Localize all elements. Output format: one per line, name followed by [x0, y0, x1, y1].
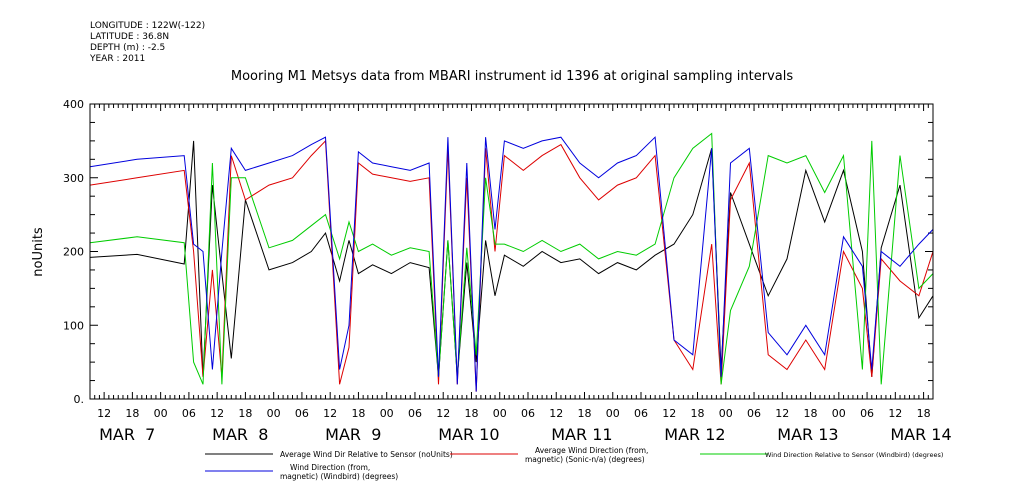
x-hour-label: 06	[408, 407, 422, 420]
x-hour-label: 00	[493, 407, 507, 420]
x-hour-label: 12	[662, 407, 676, 420]
series-line-1	[89, 139, 934, 392]
x-hour-label: 12	[775, 407, 789, 420]
x-hour-label: 06	[182, 407, 196, 420]
x-hour-label: 00	[832, 407, 846, 420]
x-hour-label: 00	[380, 407, 394, 420]
x-hour-label: 00	[606, 407, 620, 420]
y-tick-label: 300	[63, 172, 84, 185]
legend-label-1-line2: magnetic) (Sonic-n/a) (degrees)	[525, 455, 645, 464]
legend-label-3-line1: Wind Direction (from,	[290, 463, 370, 472]
x-hour-label: 06	[860, 407, 874, 420]
y-tick-labels: 0. 100 200 300 400	[63, 98, 84, 406]
x-hour-label: 18	[238, 407, 252, 420]
y-tick-label: 400	[63, 98, 84, 111]
series-lines	[89, 132, 934, 392]
series-line-2	[89, 132, 934, 385]
x-hour-label: 12	[436, 407, 450, 420]
x-day-label: MAR 13	[777, 425, 838, 444]
axis-ticks	[89, 103, 934, 400]
x-day-label: MAR 8	[212, 425, 268, 444]
x-hour-label: 00	[719, 407, 733, 420]
x-day-label: MAR 14	[890, 425, 951, 444]
x-hour-label: 06	[634, 407, 648, 420]
x-hour-label: 18	[351, 407, 365, 420]
x-hour-label: 12	[549, 407, 563, 420]
y-axis-label: noUnits	[31, 227, 46, 277]
x-day-label: MAR 10	[438, 425, 499, 444]
x-hour-label: 12	[323, 407, 337, 420]
x-hour-label: 18	[125, 407, 139, 420]
legend-label-2: Wind Direction Relative to Sensor (Windb…	[765, 451, 943, 459]
legend-label-3-line2: magnetic) (Windbird) (degrees)	[280, 472, 398, 481]
x-day-label: MAR 9	[325, 425, 381, 444]
x-hour-label: 00	[154, 407, 168, 420]
year-text: YEAR : 2011	[90, 54, 146, 64]
chart-title: Mooring M1 Metsys data from MBARI instru…	[231, 69, 793, 84]
x-hour-label: 18	[464, 407, 478, 420]
depth-text: DEPTH (m) : -2.5	[90, 43, 166, 53]
series-line-0	[89, 140, 934, 377]
x-hour-label: 12	[888, 407, 902, 420]
x-day-label: MAR 7	[99, 425, 155, 444]
y-tick-label: 200	[63, 246, 84, 259]
legend-label-0: Average Wind Dir Relative to Sensor (noU…	[280, 450, 453, 459]
x-tick-labels: 12 18 00 06 12 18 00 06 12 18 00 06 12 18 00 06 12 18 00 06…	[97, 407, 952, 444]
x-hour-label: 12	[97, 407, 111, 420]
x-hour-label: 00	[267, 407, 281, 420]
x-hour-label: 18	[691, 407, 705, 420]
legend-label-1-line1: Average Wind Direction (from,	[535, 446, 648, 455]
x-hour-label: 06	[747, 407, 761, 420]
x-hour-label: 06	[521, 407, 535, 420]
x-hour-label: 18	[917, 407, 931, 420]
longitude-text: LONGITUDE : 122W(-122)	[90, 21, 206, 31]
series-line-3	[89, 136, 934, 392]
metadata-block: LONGITUDE : 122W(-122) LATITUDE : 36.8N …	[90, 21, 205, 65]
x-hour-label: 12	[210, 407, 224, 420]
x-hour-label: 06	[295, 407, 309, 420]
plot-frame	[89, 103, 934, 400]
x-hour-label: 18	[577, 407, 591, 420]
x-day-label: MAR 11	[551, 425, 612, 444]
y-tick-label: 100	[63, 319, 84, 332]
x-hour-label: 18	[804, 407, 818, 420]
y-tick-label: 0.	[74, 393, 85, 406]
latitude-text: LATITUDE : 36.8N	[90, 32, 170, 42]
legend: Average Wind Dir Relative to Sensor (noU…	[205, 446, 943, 481]
x-day-label: MAR 12	[664, 425, 725, 444]
